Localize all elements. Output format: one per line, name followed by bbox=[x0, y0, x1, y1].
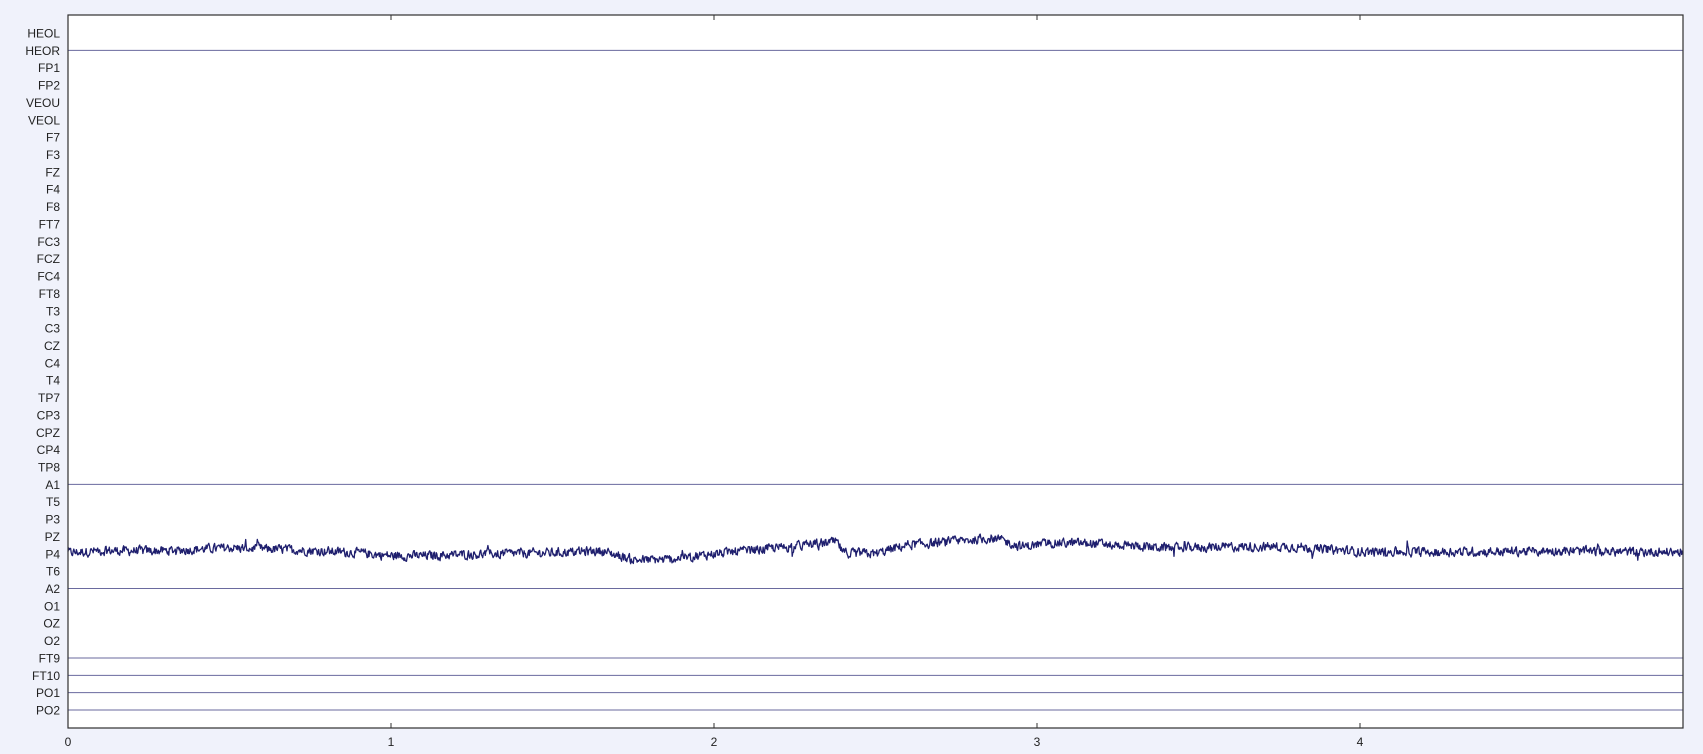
signal-line-p4 bbox=[67, 533, 1684, 565]
x-tick-label-2: 2 bbox=[711, 735, 718, 749]
x-tick-label-4: 4 bbox=[1357, 735, 1364, 749]
channel-label-pz: PZ bbox=[45, 530, 60, 544]
channel-label-ft8: FT8 bbox=[39, 287, 61, 301]
channel-label-f7: F7 bbox=[46, 131, 60, 145]
channel-label-p4: P4 bbox=[45, 547, 60, 561]
channel-label-f4: F4 bbox=[46, 183, 60, 197]
channel-label-fc4: FC4 bbox=[37, 270, 60, 284]
channel-label-o2: O2 bbox=[44, 634, 60, 648]
channel-label-fp2: FP2 bbox=[38, 79, 60, 93]
channel-label-t6: T6 bbox=[46, 565, 60, 579]
channel-label-cp4: CP4 bbox=[37, 443, 61, 457]
channel-label-ft7: FT7 bbox=[39, 217, 61, 231]
channel-label-a2: A2 bbox=[45, 582, 60, 596]
channel-label-cz: CZ bbox=[44, 339, 60, 353]
x-tick-label-0: 0 bbox=[65, 735, 72, 749]
x-axis: 0 1 2 3 4 bbox=[65, 15, 1364, 749]
channel-label-po2: PO2 bbox=[36, 704, 60, 718]
channel-label-tp7: TP7 bbox=[38, 391, 60, 405]
channel-label-tp8: TP8 bbox=[38, 461, 60, 475]
channel-label-f8: F8 bbox=[46, 200, 60, 214]
channel-label-heol: HEOL bbox=[27, 27, 60, 41]
channel-label-ft9: FT9 bbox=[39, 651, 61, 665]
plot-area bbox=[68, 15, 1683, 728]
channel-label-fc3: FC3 bbox=[37, 235, 60, 249]
channel-label-fz: FZ bbox=[45, 165, 60, 179]
channel-label-ft10: FT10 bbox=[32, 669, 60, 683]
channel-label-veol: VEOL bbox=[28, 113, 60, 127]
channel-label-oz: OZ bbox=[43, 617, 60, 631]
channel-label-fp1: FP1 bbox=[38, 61, 60, 75]
channel-label-c4: C4 bbox=[45, 356, 61, 370]
channel-label-c3: C3 bbox=[45, 322, 61, 336]
channel-label-t4: T4 bbox=[46, 374, 60, 388]
channel-label-t5: T5 bbox=[46, 495, 60, 509]
channel-label-po1: PO1 bbox=[36, 686, 60, 700]
channel-label-fcz: FCZ bbox=[37, 252, 60, 266]
channel-label-o1: O1 bbox=[44, 599, 60, 613]
channel-label-veou: VEOU bbox=[26, 96, 60, 110]
channel-label-p3: P3 bbox=[45, 513, 60, 527]
x-tick-label-3: 3 bbox=[1034, 735, 1041, 749]
channel-lines bbox=[68, 49, 1683, 711]
channel-label-a1: A1 bbox=[45, 478, 60, 492]
channel-label-heor: HEOR bbox=[25, 44, 60, 58]
x-tick-label-1: 1 bbox=[388, 735, 395, 749]
plot-frame bbox=[67, 14, 1684, 729]
channel-label-cp3: CP3 bbox=[37, 408, 61, 422]
channel-label-cpz: CPZ bbox=[36, 426, 60, 440]
channel-labels: HEOL HEOR FP1 FP2 VEOU VEOL F7 F3 FZ F4 F8 FT7 FC3 FC… bbox=[25, 27, 60, 718]
channel-label-t3: T3 bbox=[46, 304, 60, 318]
channel-label-f3: F3 bbox=[46, 148, 60, 162]
